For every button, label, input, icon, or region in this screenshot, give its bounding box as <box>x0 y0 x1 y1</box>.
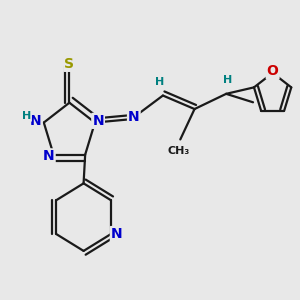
Text: N: N <box>43 149 55 163</box>
Text: N: N <box>111 227 122 241</box>
Text: H: H <box>155 77 164 87</box>
Text: N: N <box>128 110 140 124</box>
Text: O: O <box>267 64 279 78</box>
Text: H: H <box>223 75 232 85</box>
Text: H: H <box>22 111 31 121</box>
Text: N: N <box>30 114 42 128</box>
Text: N: N <box>92 114 104 128</box>
Text: S: S <box>64 57 74 71</box>
Text: CH₃: CH₃ <box>168 146 190 156</box>
